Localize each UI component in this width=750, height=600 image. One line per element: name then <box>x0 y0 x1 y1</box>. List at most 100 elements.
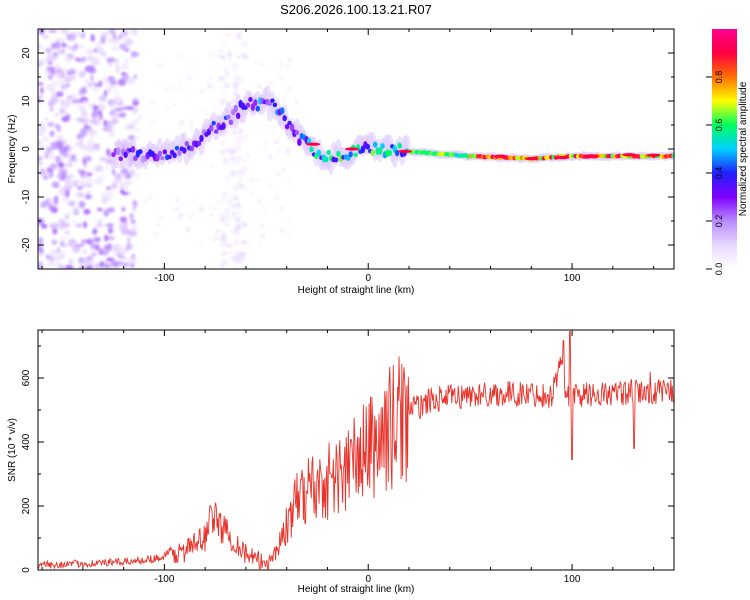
noise-blob <box>126 45 130 50</box>
noise-blob <box>233 265 239 269</box>
noise-blob <box>278 74 284 80</box>
snr-series-line <box>38 331 674 570</box>
ridge-cell <box>196 140 202 146</box>
noise-blob <box>143 198 149 203</box>
noise-blob <box>234 211 242 216</box>
noise-blob <box>73 158 78 163</box>
noise-blob <box>288 177 291 183</box>
noise-blob <box>219 213 225 219</box>
noise-blob <box>240 256 246 261</box>
noise-blob <box>99 156 108 162</box>
noise-blob <box>158 216 165 220</box>
noise-blob <box>82 157 87 164</box>
noise-blob <box>132 215 136 219</box>
noise-blob <box>97 110 102 115</box>
x-tick-label: -100 <box>154 574 174 585</box>
noise-blob <box>41 136 50 142</box>
noise-blob <box>78 200 86 209</box>
noise-blob <box>106 186 111 190</box>
noise-blob <box>254 61 260 64</box>
noise-blob <box>38 43 42 51</box>
ridge-peak <box>493 154 508 158</box>
noise-blob <box>110 77 116 81</box>
ridge-cell <box>280 107 285 115</box>
noise-blob <box>111 102 117 106</box>
ridge-cell <box>199 134 204 142</box>
noise-blob <box>40 87 44 94</box>
noise-blob <box>131 51 140 57</box>
noise-blob <box>81 70 87 77</box>
noise-blob <box>86 264 93 269</box>
noise-blob <box>44 117 48 122</box>
noise-blob <box>86 256 94 262</box>
noise-blob <box>44 47 52 54</box>
noise-blob <box>56 247 61 254</box>
noise-blob <box>39 144 45 151</box>
noise-blob <box>56 253 65 260</box>
colorbar-tick-label: 0.8 <box>714 71 724 84</box>
noise-blob <box>62 196 69 204</box>
noise-blob <box>232 75 238 79</box>
noise-blob <box>68 75 76 81</box>
noise-blob <box>241 41 248 48</box>
noise-blob <box>58 218 66 225</box>
noise-blob <box>88 66 97 74</box>
noise-blob <box>228 58 232 63</box>
noise-blob <box>123 48 130 52</box>
noise-blob <box>96 207 103 212</box>
noise-blob <box>54 41 61 49</box>
noise-blob <box>121 224 128 232</box>
noise-blob <box>96 41 102 46</box>
noise-blob <box>219 265 224 269</box>
noise-blob <box>153 119 156 125</box>
noise-blob <box>219 48 224 55</box>
noise-blob <box>107 61 113 67</box>
noise-blob <box>224 239 228 244</box>
noise-blob <box>285 176 290 179</box>
ridge-cell <box>309 146 314 153</box>
snr-y-ticks: 0 200 400 600 <box>21 345 674 573</box>
noise-blob <box>48 205 55 210</box>
noise-blob <box>234 187 238 192</box>
noise-blob <box>100 173 104 182</box>
noise-blob <box>65 180 71 184</box>
ridge-cell <box>233 104 238 113</box>
noise-blob <box>106 57 116 63</box>
noise-blob <box>250 191 255 196</box>
noise-blob <box>45 146 53 154</box>
noise-blob <box>51 86 57 94</box>
x-tick-label: -100 <box>154 273 174 284</box>
y-tick-label: 20 <box>21 47 32 59</box>
noise-blob <box>64 181 72 190</box>
noise-blob <box>94 179 100 184</box>
ridge-cell <box>270 98 275 103</box>
noise-blob <box>235 216 241 223</box>
ridge-cell <box>272 102 278 108</box>
noise-blob <box>187 227 191 233</box>
noise-blob <box>157 63 163 68</box>
noise-blob <box>112 84 117 91</box>
noise-blob <box>263 212 267 216</box>
ridge-cell <box>255 105 260 112</box>
noise-blob <box>132 203 136 208</box>
noise-blob <box>77 103 82 111</box>
colorbar: 0.0 0.2 0.4 0.6 0.8 Normalized spectral ampl… <box>706 29 749 275</box>
noise-blob <box>46 197 50 204</box>
noise-blob <box>132 210 138 214</box>
noise-blob <box>131 256 137 264</box>
noise-blob <box>214 228 221 234</box>
noise-blob <box>287 57 292 62</box>
ridge-cell <box>316 149 322 157</box>
noise-blob <box>129 213 134 220</box>
noise-blob <box>211 145 215 148</box>
noise-blob <box>236 36 243 40</box>
ridge-cell <box>387 149 393 157</box>
noise-blob <box>120 36 129 41</box>
ridge-cell <box>370 149 375 157</box>
noise-blob <box>83 163 88 171</box>
noise-blob <box>67 148 71 157</box>
noise-blob <box>92 56 102 61</box>
noise-blob <box>215 62 220 66</box>
ridge-peak <box>585 154 600 158</box>
noise-blob <box>104 263 110 269</box>
